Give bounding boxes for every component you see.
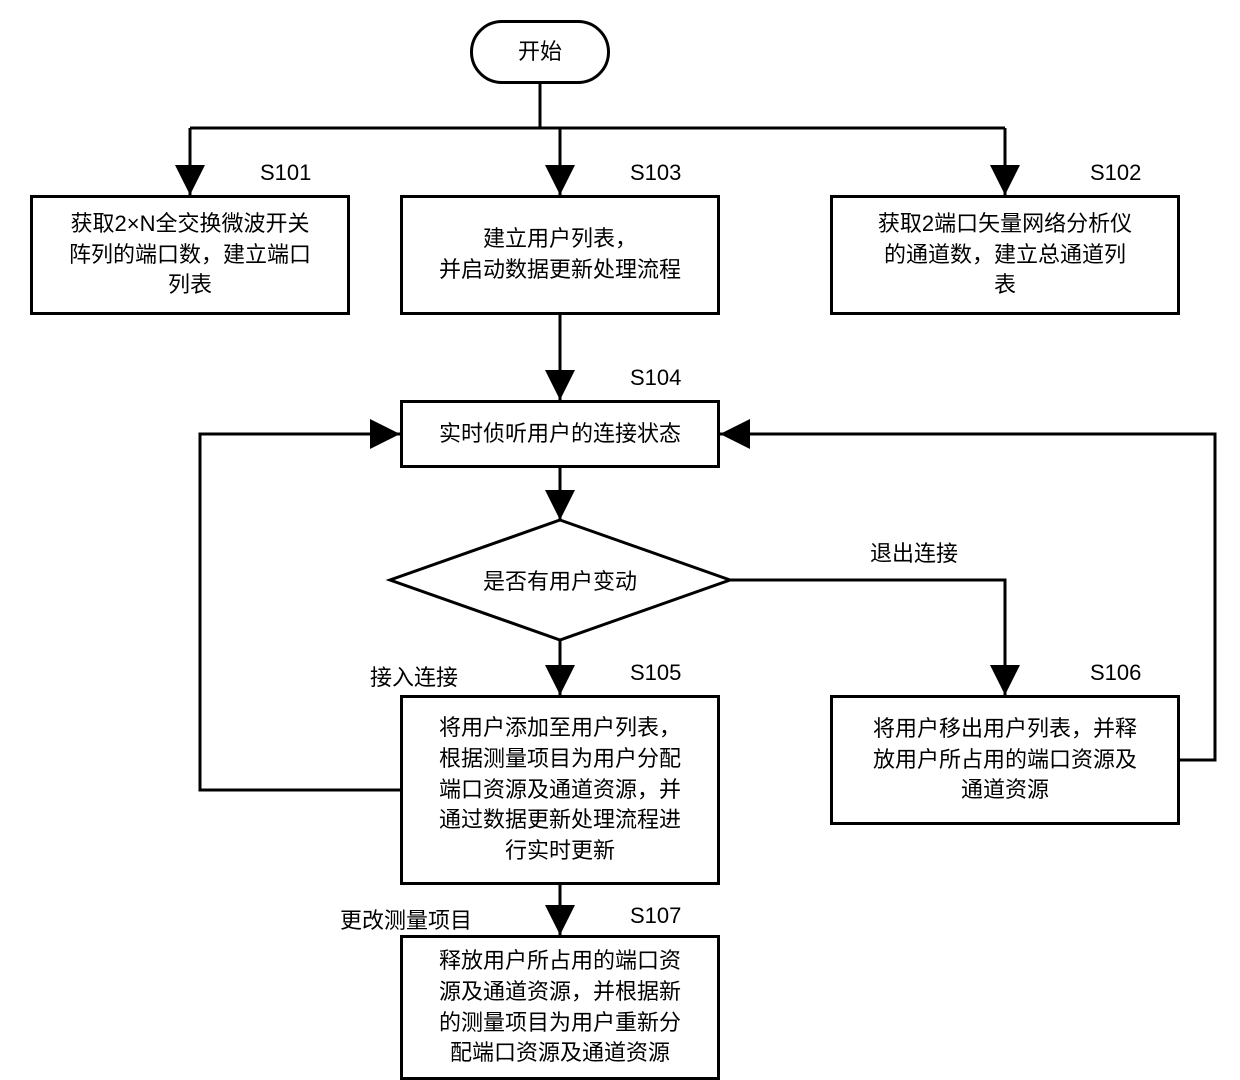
s101-node: 获取2×N全交换微波开关 阵列的端口数，建立端口 列表 <box>30 195 350 315</box>
s103-node: 建立用户列表， 并启动数据更新处理流程 <box>400 195 720 315</box>
exit-label: 退出连接 <box>870 536 958 568</box>
s106-text: 将用户移出用户列表，并释 放用户所占用的端口资源及 通道资源 <box>873 714 1137 806</box>
decision-node: 是否有用户变动 <box>390 520 730 640</box>
s107-node: 释放用户所占用的端口资 源及通道资源，并根据新 的测量项目为用户重新分 配端口资… <box>400 935 720 1080</box>
start-text: 开始 <box>518 37 562 68</box>
s102-node: 获取2端口矢量网络分析仪 的通道数，建立总通道列 表 <box>830 195 1180 315</box>
s104-node: 实时侦听用户的连接状态 <box>400 400 720 468</box>
s101-label: S101 <box>260 160 311 186</box>
s105-text: 将用户添加至用户列表， 根据测量项目为用户分配 端口资源及通道资源，并 通过数据… <box>439 713 681 867</box>
s104-text: 实时侦听用户的连接状态 <box>439 419 681 450</box>
s107-label: S107 <box>630 903 681 929</box>
s106-label: S106 <box>1090 660 1141 686</box>
s105-node: 将用户添加至用户列表， 根据测量项目为用户分配 端口资源及通道资源，并 通过数据… <box>400 695 720 885</box>
start-node: 开始 <box>470 20 610 84</box>
s103-text: 建立用户列表， 并启动数据更新处理流程 <box>439 224 681 286</box>
s106-node: 将用户移出用户列表，并释 放用户所占用的端口资源及 通道资源 <box>830 695 1180 825</box>
s102-text: 获取2端口矢量网络分析仪 的通道数，建立总通道列 表 <box>878 209 1132 301</box>
change-label: 更改测量项目 <box>340 903 472 935</box>
s101-text: 获取2×N全交换微波开关 阵列的端口数，建立端口 列表 <box>69 209 311 301</box>
s102-label: S102 <box>1090 160 1141 186</box>
s104-label: S104 <box>630 365 681 391</box>
connect-label: 接入连接 <box>370 660 458 692</box>
s105-label: S105 <box>630 660 681 686</box>
s107-text: 释放用户所占用的端口资 源及通道资源，并根据新 的测量项目为用户重新分 配端口资… <box>439 946 681 1069</box>
decision-text: 是否有用户变动 <box>483 564 637 596</box>
s103-label: S103 <box>630 160 681 186</box>
